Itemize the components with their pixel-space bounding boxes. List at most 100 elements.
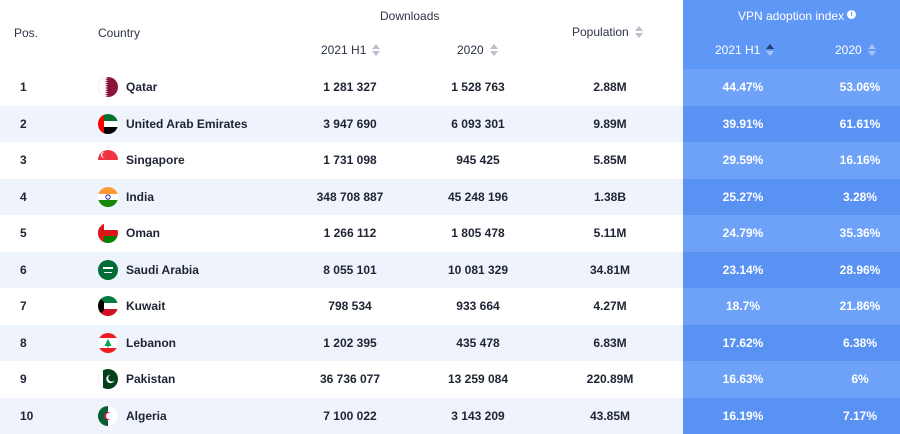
downloads-2021h1-cell: 348 708 887 <box>316 189 384 204</box>
vpn-2021h1-cell: 17.62% <box>722 335 764 350</box>
population-cell: 34.81M <box>589 262 631 277</box>
sort-arrows-icon <box>867 44 876 56</box>
downloads-2021h1-cell: 1 731 098 <box>323 153 377 168</box>
vpn-2020-cell: 28.96% <box>839 262 881 277</box>
table-row: 4 India 348 708 887 45 248 196 1.38B 25.… <box>0 178 900 215</box>
header-pos: Pos. <box>14 26 39 40</box>
info-icon[interactable]: i <box>847 10 857 19</box>
header-label: 2020 <box>457 43 484 57</box>
vpn-2020-cell: 16.16% <box>839 153 881 168</box>
country-name: Oman <box>126 226 161 241</box>
country-name: Singapore <box>126 153 185 168</box>
position-cell: 6 <box>20 262 27 277</box>
vpn-2021h1-cell: 39.91% <box>722 116 764 131</box>
population-cell: 220.89M <box>586 372 634 387</box>
header-label: 2020 <box>835 43 862 57</box>
population-cell: 1.38B <box>593 189 627 204</box>
algeria-flag-icon <box>98 405 118 426</box>
sort-downloads-2021h1[interactable]: 2021 H1 <box>321 43 381 57</box>
position-cell: 4 <box>20 189 27 204</box>
sort-vpn-2020[interactable]: 2020 <box>835 43 876 57</box>
vpn-2021h1-cell: 16.19% <box>722 408 764 423</box>
country-name: Algeria <box>126 408 167 423</box>
population-cell: 9.89M <box>593 116 627 131</box>
position-cell: 9 <box>20 372 27 387</box>
population-cell: 4.27M <box>593 299 627 314</box>
vpn-2020-cell: 6% <box>851 372 869 387</box>
downloads-2020-cell: 13 259 084 <box>447 372 509 387</box>
sort-arrows-icon <box>634 26 643 38</box>
table-row: 1 Qatar 1 281 327 1 528 763 2.88M 44.47%… <box>0 69 900 106</box>
downloads-2021h1-cell: 1 202 395 <box>323 335 377 350</box>
country-name: Qatar <box>126 80 158 95</box>
vpn-2021h1-cell: 24.79% <box>722 226 764 241</box>
position-cell: 2 <box>20 116 27 131</box>
vpn-2020-cell: 35.36% <box>839 226 881 241</box>
table-row: 8 Lebanon 1 202 395 435 478 6.83M 17.62%… <box>0 324 900 361</box>
sort-arrows-icon <box>766 44 775 56</box>
downloads-2021h1-cell: 36 736 077 <box>319 372 381 387</box>
header-vpn-group: VPN adoption index i <box>738 9 857 23</box>
position-cell: 8 <box>20 335 27 350</box>
table-row: 6 Saudi Arabia 8 055 101 10 081 329 34.8… <box>0 251 900 288</box>
country-name: Lebanon <box>126 335 176 350</box>
downloads-2021h1-cell: 7 100 022 <box>323 408 377 423</box>
downloads-2020-cell: 1 805 478 <box>451 226 505 241</box>
position-cell: 5 <box>20 226 27 241</box>
population-cell: 5.11M <box>593 226 627 241</box>
downloads-2020-cell: 945 425 <box>456 153 500 168</box>
header-label: 2021 H1 <box>321 43 367 57</box>
vpn-2021h1-cell: 18.7% <box>725 299 761 314</box>
downloads-2020-cell: 3 143 209 <box>451 408 505 423</box>
position-cell: 1 <box>20 80 27 95</box>
downloads-2021h1-cell: 1 281 327 <box>323 80 377 95</box>
header-label: Population <box>572 25 629 39</box>
vpn-2020-cell: 61.61% <box>839 116 881 131</box>
vpn-2020-cell: 53.06% <box>839 80 881 95</box>
uae-flag-icon <box>98 113 118 134</box>
header-downloads-group: Downloads <box>380 9 440 23</box>
sort-population[interactable]: Population <box>572 25 643 39</box>
population-cell: 5.85M <box>593 153 627 168</box>
lebanon-flag-icon <box>98 332 118 353</box>
downloads-2020-cell: 10 081 329 <box>447 262 509 277</box>
downloads-2020-cell: 45 248 196 <box>447 189 509 204</box>
downloads-2021h1-cell: 1 266 112 <box>323 226 377 241</box>
position-cell: 10 <box>20 408 34 423</box>
singapore-flag-icon <box>98 150 118 171</box>
table-row: 9 Pakistan 36 736 077 13 259 084 220.89M… <box>0 361 900 398</box>
country-name: Saudi Arabia <box>126 262 199 277</box>
table-row: 3 Singapore 1 731 098 945 425 5.85M 29.5… <box>0 142 900 179</box>
table-body: 1 Qatar 1 281 327 1 528 763 2.88M 44.47%… <box>0 69 900 434</box>
downloads-2020-cell: 6 093 301 <box>451 116 505 131</box>
population-cell: 43.85M <box>589 408 631 423</box>
downloads-2021h1-cell: 3 947 690 <box>323 116 377 131</box>
header-label: 2021 H1 <box>715 43 761 57</box>
country-name: United Arab Emirates <box>126 116 248 131</box>
sort-arrows-icon <box>489 44 498 56</box>
vpn-2021h1-cell: 16.63% <box>722 372 764 387</box>
downloads-2020-cell: 933 664 <box>456 299 500 314</box>
sort-downloads-2020[interactable]: 2020 <box>457 43 498 57</box>
country-name: Pakistan <box>126 372 176 387</box>
vpn-2020-cell: 7.17% <box>842 408 878 423</box>
table-row: 2 United Arab Emirates 3 947 690 6 093 3… <box>0 105 900 142</box>
sort-arrows-icon <box>372 44 381 56</box>
vpn-2020-cell: 3.28% <box>842 189 878 204</box>
downloads-2021h1-cell: 8 055 101 <box>323 262 377 277</box>
population-cell: 6.83M <box>593 335 627 350</box>
downloads-2021h1-cell: 798 534 <box>328 299 372 314</box>
sort-vpn-2021h1[interactable]: 2021 H1 <box>715 43 775 57</box>
qatar-flag-icon <box>98 77 118 98</box>
table-row: 10 Algeria 7 100 022 3 143 209 43.85M 16… <box>0 397 900 434</box>
population-cell: 2.88M <box>593 80 627 95</box>
downloads-2020-cell: 1 528 763 <box>451 80 505 95</box>
vpn-2020-cell: 6.38% <box>842 335 878 350</box>
india-flag-icon <box>98 186 118 207</box>
position-cell: 7 <box>20 299 27 314</box>
downloads-2020-cell: 435 478 <box>456 335 500 350</box>
vpn-2021h1-cell: 23.14% <box>722 262 764 277</box>
oman-flag-icon <box>98 223 118 244</box>
saudi-arabia-flag-icon <box>98 259 118 280</box>
header-country: Country <box>98 26 141 40</box>
